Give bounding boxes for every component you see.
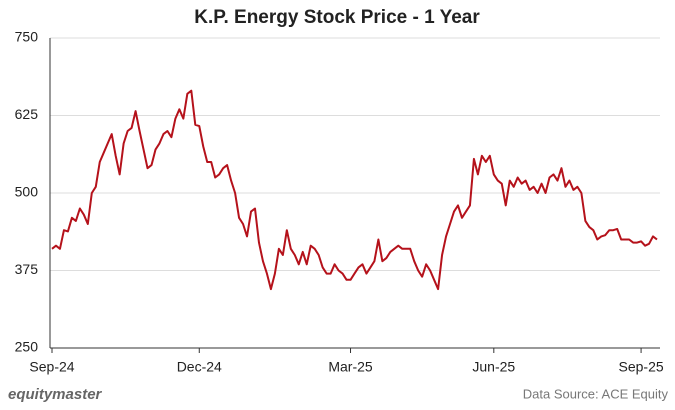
y-tick-label: 375 xyxy=(15,261,39,277)
y-tick-label: 750 xyxy=(15,29,39,45)
chart-title: K.P. Energy Stock Price - 1 Year xyxy=(194,7,480,28)
logo: equitymaster xyxy=(8,386,103,403)
x-tick-label: Sep-24 xyxy=(29,359,74,375)
y-tick-label: 500 xyxy=(15,184,39,200)
y-tick-label: 250 xyxy=(15,339,39,355)
x-tick-label: Mar-25 xyxy=(328,359,373,375)
price-line xyxy=(51,89,658,291)
y-tick-label: 625 xyxy=(15,106,39,122)
x-tick-label: Dec-24 xyxy=(177,359,222,375)
x-tick-label: Sep-25 xyxy=(619,359,664,375)
source-note: Data Source: ACE Equity xyxy=(523,386,669,401)
x-tick-label: Jun-25 xyxy=(472,359,515,375)
